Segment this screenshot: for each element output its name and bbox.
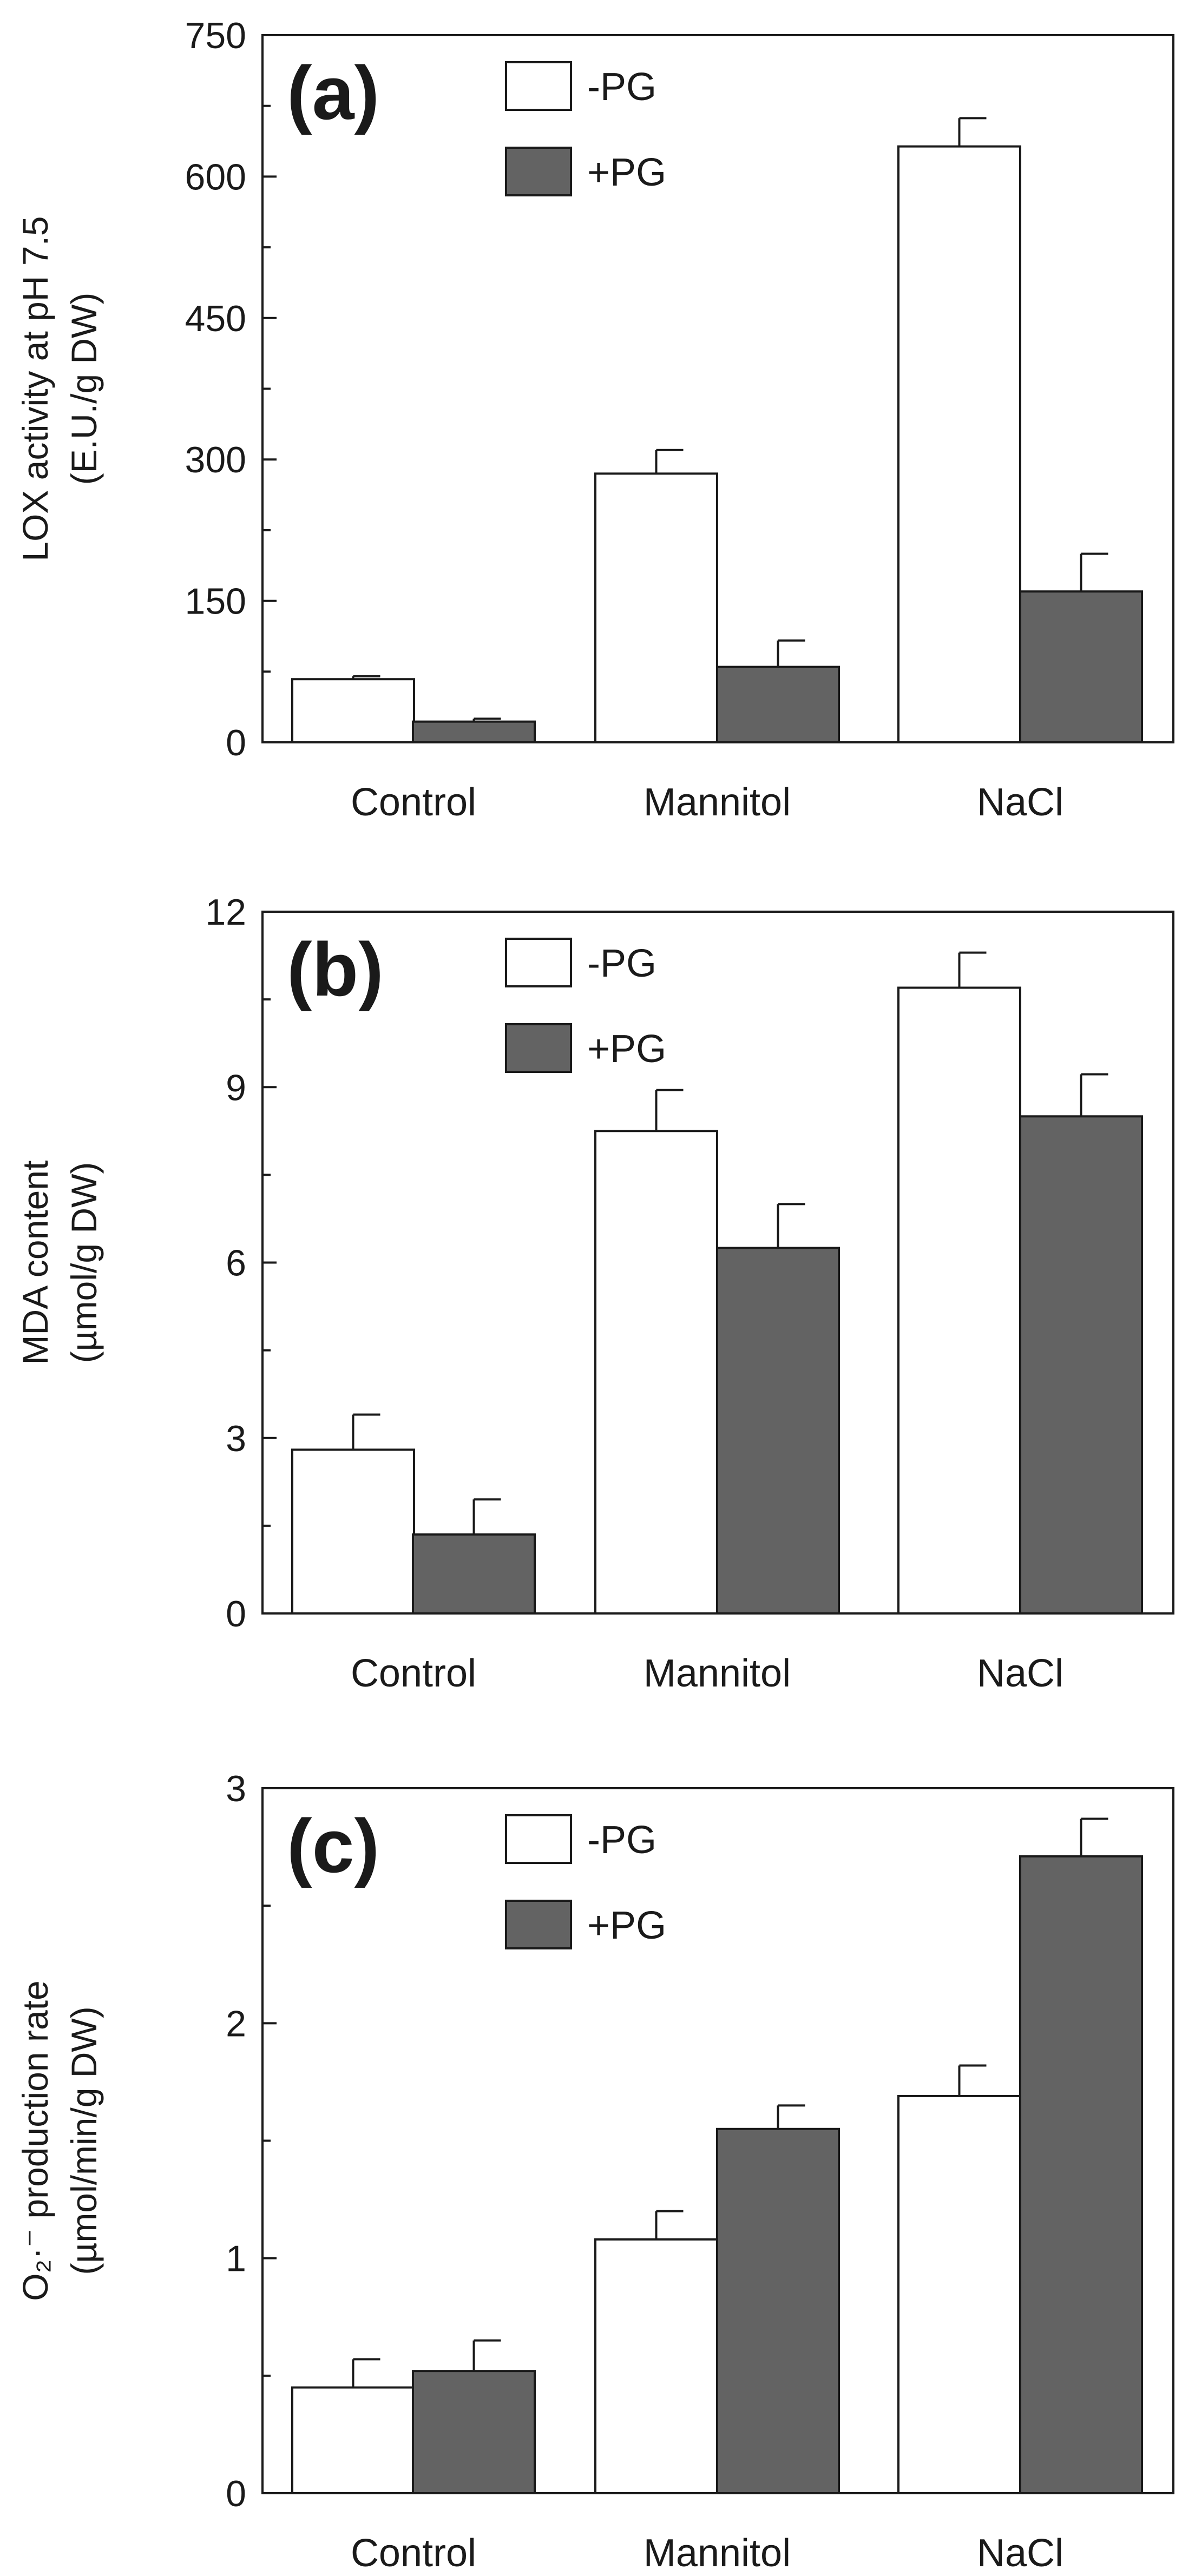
panel-label: (a) bbox=[287, 50, 379, 135]
y-tick-label: 150 bbox=[185, 581, 246, 622]
x-category-label: NaCl bbox=[977, 781, 1063, 824]
bar-control-pos-pg bbox=[412, 1533, 536, 1615]
legend-swatch-neg-pg bbox=[505, 1814, 572, 1864]
bar-mannitol-neg-pg bbox=[594, 2238, 718, 2494]
bar-nacl-neg-pg bbox=[897, 145, 1021, 744]
legend-swatch-pos-pg bbox=[505, 1900, 572, 1949]
bar-control-pos-pg bbox=[412, 720, 536, 744]
panel-label: (c) bbox=[287, 1803, 379, 1888]
y-tick-label: 300 bbox=[185, 439, 246, 480]
legend-label-pos-pg: +PG bbox=[587, 1027, 666, 1071]
bar-control-neg-pg bbox=[291, 1448, 415, 1615]
y-tick-label: 12 bbox=[205, 892, 246, 933]
y-tick-label: 3 bbox=[226, 1768, 246, 1809]
panel-b: 0 3 6 9 12 MDA content (µmol/g DW) Control Manni… bbox=[15, 892, 1174, 1695]
legend-swatch-pos-pg bbox=[505, 1023, 572, 1073]
legend-swatch-pos-pg bbox=[505, 147, 572, 196]
bar-nacl-pos-pg bbox=[1019, 1115, 1143, 1615]
y-tick-label: 750 bbox=[185, 15, 246, 56]
legend-label-neg-pg: -PG bbox=[587, 1819, 656, 1862]
x-category-label: Mannitol bbox=[644, 1652, 791, 1695]
y-tick-label: 0 bbox=[226, 1593, 246, 1635]
y-tick-label: 2 bbox=[226, 2003, 246, 2044]
legend-swatch-neg-pg bbox=[505, 938, 572, 987]
bar-nacl-pos-pg bbox=[1019, 1855, 1143, 2495]
y-tick-label: 600 bbox=[185, 156, 246, 197]
y-axis-title-line2: (E.U./g DW) bbox=[64, 293, 104, 485]
bar-mannitol-neg-pg bbox=[594, 1130, 718, 1615]
y-tick-label: 450 bbox=[185, 298, 246, 339]
y-tick-label: 3 bbox=[226, 1418, 246, 1459]
legend-label-pos-pg: +PG bbox=[587, 1904, 666, 1947]
x-category-label: Control bbox=[351, 2532, 476, 2575]
bar-control-neg-pg bbox=[291, 2386, 415, 2494]
x-category-label: Control bbox=[351, 781, 476, 824]
y-tick-label: 0 bbox=[226, 722, 246, 763]
bar-control-pos-pg bbox=[412, 2370, 536, 2494]
y-tick-label: 6 bbox=[226, 1243, 246, 1284]
legend-swatch-neg-pg bbox=[505, 61, 572, 111]
y-tick-label: 1 bbox=[226, 2238, 246, 2279]
y-tick-label: 0 bbox=[226, 2473, 246, 2514]
panel-a: 0 150 300 450 600 750 LOX activity at pH 7.5 (E… bbox=[15, 15, 1174, 824]
bar-mannitol-pos-pg bbox=[716, 666, 840, 743]
y-axis-title-line2: (µmol/g DW) bbox=[64, 1162, 104, 1363]
y-axis-title-line2: (µmol/min/g DW) bbox=[64, 2006, 104, 2275]
legend-label-neg-pg: -PG bbox=[587, 942, 656, 985]
x-category-label: NaCl bbox=[977, 2532, 1063, 2575]
bar-nacl-neg-pg bbox=[897, 986, 1021, 1615]
x-category-label: Mannitol bbox=[644, 2532, 791, 2575]
panel-label: (b) bbox=[287, 927, 384, 1012]
bar-nacl-neg-pg bbox=[897, 2094, 1021, 2494]
y-axis-title-line1: O₂·⁻ production rate bbox=[15, 1980, 55, 2301]
y-axis-title-line1: LOX activity at pH 7.5 bbox=[15, 216, 55, 561]
x-category-label: Control bbox=[351, 1652, 476, 1695]
legend-label-neg-pg: -PG bbox=[587, 65, 656, 109]
panel-c: 0 1 2 3 O₂·⁻ production rate (µmol/min/g DW) C… bbox=[15, 1768, 1174, 2575]
bar-mannitol-pos-pg bbox=[716, 2127, 840, 2495]
x-category-label: NaCl bbox=[977, 1652, 1063, 1695]
x-category-label: Mannitol bbox=[644, 781, 791, 824]
y-axis-title-line1: MDA content bbox=[15, 1161, 55, 1365]
y-tick-label: 9 bbox=[226, 1067, 246, 1108]
legend-label-pos-pg: +PG bbox=[587, 151, 666, 194]
bar-control-neg-pg bbox=[291, 678, 415, 743]
bar-nacl-pos-pg bbox=[1019, 590, 1143, 743]
bar-mannitol-neg-pg bbox=[594, 472, 718, 744]
bar-mannitol-pos-pg bbox=[716, 1247, 840, 1615]
